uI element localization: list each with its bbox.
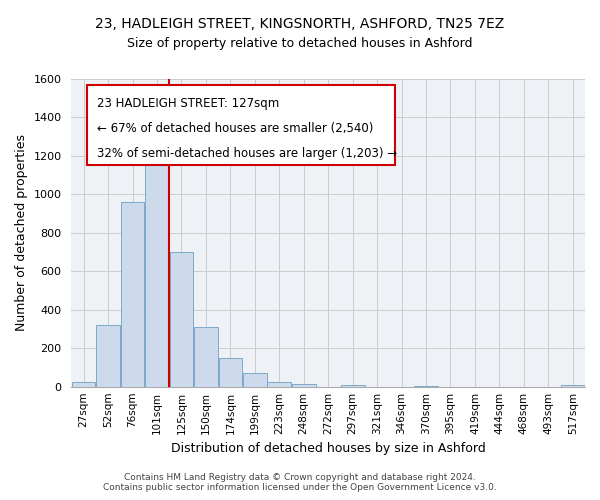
Bar <box>96 325 120 386</box>
Text: Size of property relative to detached houses in Ashford: Size of property relative to detached ho… <box>127 38 473 51</box>
Bar <box>170 252 193 386</box>
Bar <box>194 327 218 386</box>
Y-axis label: Number of detached properties: Number of detached properties <box>15 134 28 332</box>
Bar <box>561 385 584 386</box>
Text: 23 HADLEIGH STREET: 127sqm: 23 HADLEIGH STREET: 127sqm <box>97 98 280 110</box>
Text: 32% of semi-detached houses are larger (1,203) →: 32% of semi-detached houses are larger (… <box>97 146 397 160</box>
Bar <box>121 202 145 386</box>
Bar <box>341 385 365 386</box>
Bar <box>243 373 266 386</box>
Text: 23, HADLEIGH STREET, KINGSNORTH, ASHFORD, TN25 7EZ: 23, HADLEIGH STREET, KINGSNORTH, ASHFORD… <box>95 18 505 32</box>
X-axis label: Distribution of detached houses by size in Ashford: Distribution of detached houses by size … <box>171 442 485 455</box>
Bar <box>218 358 242 386</box>
Bar <box>268 382 291 386</box>
Bar <box>72 382 95 386</box>
Text: Contains HM Land Registry data © Crown copyright and database right 2024.
Contai: Contains HM Land Registry data © Crown c… <box>103 473 497 492</box>
FancyBboxPatch shape <box>87 85 395 165</box>
Text: ← 67% of detached houses are smaller (2,540): ← 67% of detached houses are smaller (2,… <box>97 122 373 135</box>
Bar <box>292 384 316 386</box>
Bar <box>145 156 169 386</box>
